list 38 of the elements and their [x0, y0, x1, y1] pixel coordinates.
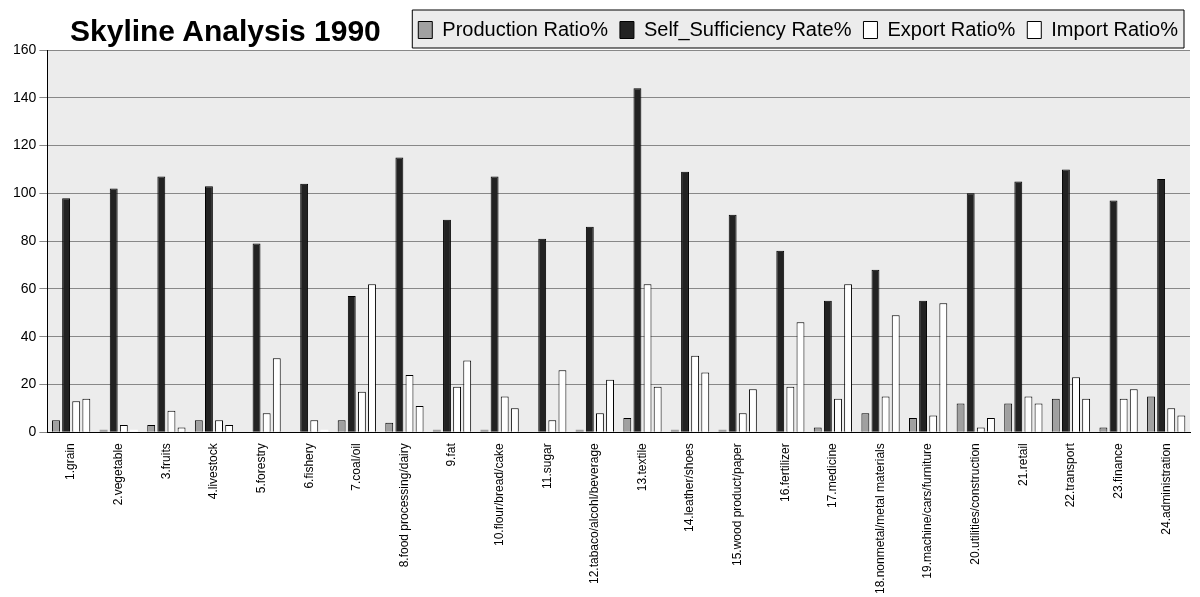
x-tick-label: 16.fertilizer [777, 443, 792, 502]
y-tick-label: 40 [20, 327, 37, 344]
x-tick-label: 14.leather/shoes [682, 443, 697, 532]
x-tick-label: 6.fishery [301, 443, 316, 489]
y-tick-label: 20 [20, 375, 37, 392]
x-tick-label: 21.retail [1015, 443, 1030, 486]
legend-label: Production Ratio% [442, 17, 609, 40]
y-tick-label: 120 [13, 136, 37, 153]
y-tick-label: 60 [20, 279, 37, 296]
x-tick-label: 24.administration [1158, 443, 1173, 535]
x-tick-label: 8.food processing/dairy [396, 443, 411, 568]
legend-label: Import Ratio% [1051, 17, 1179, 40]
x-tick-label: 7.coal/oil [349, 443, 364, 491]
y-tick-label: 100 [13, 184, 37, 201]
legend-label: Export Ratio% [887, 17, 1016, 40]
x-tick-label: 17.medicine [825, 442, 840, 508]
x-tick-label: 11.sugar [539, 443, 554, 490]
x-tick-label: 12.tabaco/alcohl/beverage [587, 442, 602, 585]
x-tick-label: 19.machine/cars/furniture [920, 442, 935, 579]
x-tick-label: 18.nonmetal/metal materials [872, 443, 887, 595]
x-tick-label: 20.utilities/construction [968, 443, 983, 565]
x-tick-label: 15.wood product/paper [730, 443, 745, 567]
x-tick-label: 5.forestry [253, 443, 268, 494]
y-tick-label: 0 [28, 423, 37, 440]
legend-label: Self_Sufficiency Rate% [643, 17, 852, 41]
x-tick-label: 9.fat [444, 442, 459, 467]
y-tick-label: 80 [20, 231, 37, 248]
x-tick-label: 13.textile [634, 442, 649, 492]
y-tick-label: 160 [13, 40, 37, 57]
x-tick-label: 10.flour/bread/cake [491, 442, 506, 546]
chart-title: Skyline Analysis 1990 [70, 14, 381, 48]
x-tick-label: 3.fruits [158, 443, 173, 480]
y-tick-label: 140 [13, 88, 37, 105]
x-tick-label: 22.transport [1063, 442, 1078, 508]
x-tick-label: 1.grain [63, 443, 78, 480]
x-tick-label: 2.vegetable [111, 442, 126, 506]
x-tick-label: 23.finance [1110, 442, 1125, 499]
x-tick-label: 4.livestock [206, 442, 221, 500]
